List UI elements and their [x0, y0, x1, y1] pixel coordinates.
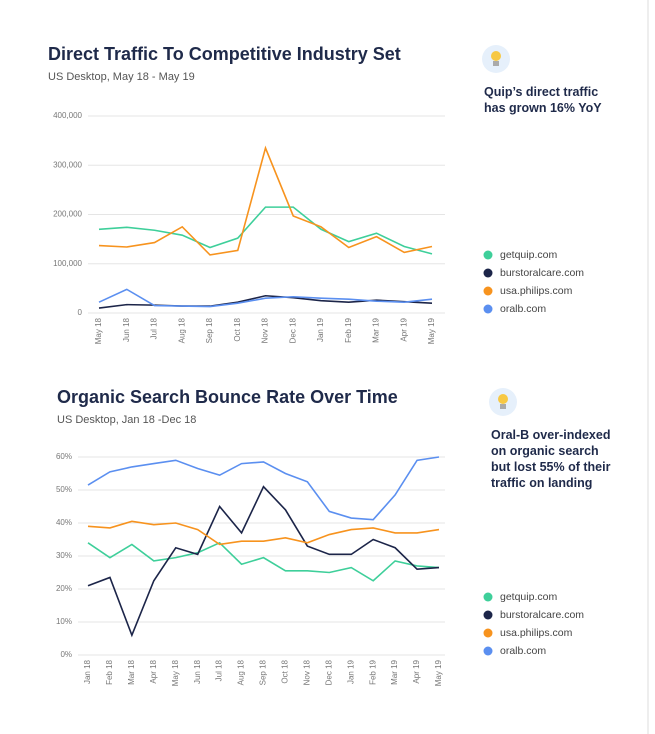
y-tick-label: 0%	[60, 650, 72, 659]
y-tick-label: 100,000	[53, 259, 82, 268]
y-tick-label: 60%	[56, 452, 72, 461]
legend-label: burstoralcare.com	[500, 267, 584, 279]
legend-label: getquip.com	[500, 591, 557, 603]
legend-marker	[483, 286, 493, 296]
x-tick-label: Feb 18	[105, 659, 114, 684]
chart-title: Organic Search Bounce Rate Over Time	[57, 387, 398, 407]
legend-label: usa.philips.com	[500, 627, 573, 639]
chart-title: Direct Traffic To Competitive Industry S…	[48, 44, 401, 64]
x-tick-label: Mar 19	[390, 659, 399, 684]
chart-subtitle: US Desktop, Jan 18 -Dec 18	[57, 414, 196, 426]
x-tick-label: Feb 19	[368, 659, 377, 684]
callout: Oral-B over-indexed on organic search bu…	[491, 428, 611, 490]
x-tick-label: Sep 18	[205, 317, 214, 343]
x-tick-label: May 18	[94, 317, 103, 344]
x-tick-label: Jan 18	[83, 659, 92, 684]
legend-marker	[483, 646, 493, 656]
x-tick-label: Feb 19	[344, 317, 353, 342]
x-tick-label: Sep 18	[259, 659, 268, 685]
series-line	[87, 485, 440, 638]
legend-label: burstoralcare.com	[500, 609, 584, 621]
legend-marker	[483, 610, 493, 620]
x-tick-label: Jul 18	[215, 659, 224, 681]
legend-marker	[483, 304, 493, 314]
legend-marker	[483, 250, 493, 260]
x-tick-label: Dec 18	[324, 659, 333, 685]
series-line	[98, 206, 433, 255]
legend-marker	[483, 592, 493, 602]
x-tick-label: Apr 19	[399, 317, 408, 341]
x-tick-label: Dec 18	[288, 317, 297, 343]
legend-marker	[483, 628, 493, 638]
chart-subtitle: US Desktop, May 18 - May 19	[48, 71, 195, 83]
x-tick-label: Jun 18	[193, 659, 202, 684]
x-tick-label: May 19	[427, 317, 436, 344]
x-tick-label: Nov 18	[302, 659, 311, 685]
legend-label: usa.philips.com	[500, 285, 573, 297]
x-tick-label: Oct 18	[233, 317, 242, 341]
x-tick-label: May 19	[434, 659, 443, 686]
series-line	[87, 541, 440, 582]
y-tick-label: 30%	[56, 551, 72, 560]
y-tick-label: 40%	[56, 518, 72, 527]
y-tick-label: 10%	[56, 617, 72, 626]
x-tick-label: Apr 19	[412, 659, 421, 683]
x-tick-label: Jan 19	[316, 317, 325, 342]
x-tick-label: Jul 18	[150, 317, 159, 339]
legend-marker	[483, 268, 493, 278]
x-tick-label: Mar 19	[372, 317, 381, 342]
y-tick-label: 200,000	[53, 210, 82, 219]
y-tick-label: 20%	[56, 584, 72, 593]
legend-label: oralb.com	[500, 645, 546, 657]
x-tick-label: Mar 18	[127, 659, 136, 684]
series-line	[98, 288, 433, 308]
series-line	[87, 456, 440, 521]
x-tick-label: Aug 18	[237, 659, 246, 685]
bulb-icon	[482, 45, 510, 73]
x-tick-label: Jan 19	[346, 659, 355, 684]
legend-label: oralb.com	[500, 303, 546, 315]
series-line	[98, 145, 433, 256]
series-line	[87, 520, 440, 546]
x-tick-label: Oct 18	[281, 659, 290, 683]
bulb-icon	[489, 388, 517, 416]
x-tick-label: Jun 18	[122, 317, 131, 342]
x-tick-label: Apr 18	[149, 659, 158, 683]
y-tick-label: 400,000	[53, 111, 82, 120]
y-tick-label: 300,000	[53, 160, 82, 169]
y-tick-label: 0	[78, 308, 83, 317]
legend-label: getquip.com	[500, 249, 557, 261]
x-tick-label: Nov 18	[261, 317, 270, 343]
y-tick-label: 50%	[56, 485, 72, 494]
x-tick-label: May 18	[171, 659, 180, 686]
x-tick-label: Aug 18	[177, 317, 186, 343]
callout: Quip’s direct traffic has grown 16% YoY	[484, 85, 602, 115]
